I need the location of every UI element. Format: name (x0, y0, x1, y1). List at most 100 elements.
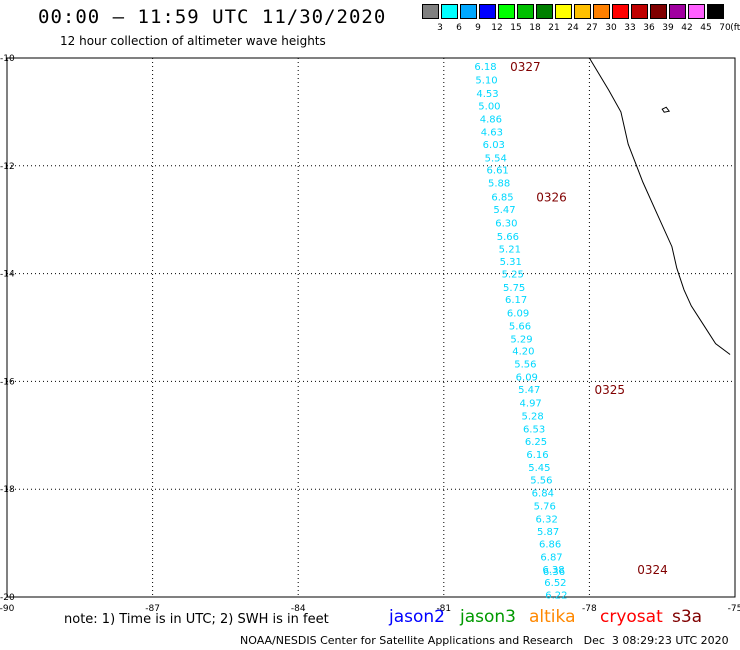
legend-swatch-45 (688, 4, 705, 19)
lat-tick-label: -20 (0, 593, 15, 603)
legend-swatch-12 (479, 4, 496, 19)
legend-swatch-3 (422, 4, 439, 19)
map-frame (6, 57, 736, 598)
wave-height-label: 6.52 (544, 578, 566, 589)
legend-swatch-15 (498, 4, 515, 19)
wave-height-label: 6.36 (543, 567, 565, 578)
wave-height-label: 5.21 (499, 244, 521, 255)
wave-height-label: 4.86 (480, 114, 502, 125)
lon-tick-label: -84 (291, 604, 306, 614)
legend-swatch-70 (707, 4, 724, 19)
wave-height-label: 4.97 (520, 398, 542, 409)
wave-height-label: 6.87 (540, 553, 562, 564)
lon-tick-label: -90 (0, 604, 15, 614)
legend-swatch-24 (555, 4, 572, 19)
legend-swatch-33 (612, 4, 629, 19)
legend-swatch-42 (669, 4, 686, 19)
wave-height-label: 5.54 (485, 154, 507, 165)
lat-tick-label: -14 (0, 270, 15, 280)
wave-height-label: 5.66 (509, 321, 531, 332)
legend-label-42: 42 (681, 23, 693, 33)
wave-height-label: 5.29 (510, 334, 532, 345)
legend-swatch-21 (536, 4, 553, 19)
wave-height-label: 5.88 (488, 179, 510, 190)
wave-height-label: 5.10 (475, 76, 497, 87)
legend-swatch-39 (650, 4, 667, 19)
legend-label-39: 39 (662, 23, 674, 33)
footer-note: note: 1) Time is in UTC; 2) SWH is in fe… (64, 612, 329, 627)
timestamp: Dec 3 08:29:23 UTC 2020 (583, 634, 729, 647)
legend-label-18: 18 (529, 23, 541, 33)
wave-height-label: 4.20 (512, 347, 534, 358)
satellite-s3a: s3a (672, 607, 703, 627)
legend-unit: (ft) (730, 23, 740, 33)
pass-time-label: 0325 (595, 383, 626, 397)
coastline (588, 57, 731, 355)
pass-time-label: 0326 (536, 191, 567, 205)
wave-height-label: 6.86 (539, 540, 561, 551)
lon-tick-label: -75 (728, 604, 740, 614)
credits-text: NOAA/NESDIS Center for Satellite Applica… (240, 634, 574, 647)
satellite-jason3: jason3 (460, 607, 516, 627)
wave-height-label: 5.28 (521, 411, 543, 422)
island (661, 106, 671, 113)
legend-swatch-30 (593, 4, 610, 19)
legend-swatch-36 (631, 4, 648, 19)
wave-height-label: 5.56 (514, 360, 536, 371)
legend-swatch-18 (517, 4, 534, 19)
map-title: 00:00 – 11:59 UTC 11/30/2020 (38, 6, 387, 28)
wave-height-label: 6.09 (516, 373, 538, 384)
legend-label-45: 45 (700, 23, 712, 33)
legend-label-6: 6 (456, 23, 462, 33)
wave-height-label: 5.45 (528, 463, 550, 474)
pass-time-label: 0327 (510, 60, 541, 74)
satellite-jason2: jason2 (389, 607, 445, 627)
wave-height-label: 6.03 (483, 140, 505, 151)
legend-label-70: 70 (719, 23, 731, 33)
legend-swatch-6 (441, 4, 458, 19)
legend-label-33: 33 (624, 23, 636, 33)
lon-tick-label: -78 (582, 604, 597, 614)
pass-time-label: 0324 (637, 563, 668, 577)
legend-label-30: 30 (605, 23, 617, 33)
wave-height-label: 6.16 (526, 450, 548, 461)
lat-tick-label: -18 (0, 485, 15, 495)
wave-height-label: 5.25 (502, 270, 524, 281)
wave-height-label: 6.25 (525, 437, 547, 448)
wave-height-label: 5.47 (518, 385, 540, 396)
wave-height-label: 5.31 (500, 257, 522, 268)
legend-label-27: 27 (586, 23, 598, 33)
wave-height-label: 5.66 (497, 232, 519, 243)
wave-height-label: 5.75 (503, 283, 525, 294)
wave-height-label: 6.30 (495, 218, 517, 229)
wave-height-label: 6.09 (507, 308, 529, 319)
legend-label-36: 36 (643, 23, 655, 33)
legend-label-24: 24 (567, 23, 579, 33)
lat-tick-label: -10 (0, 54, 15, 64)
wave-height-label: 6.38 (542, 565, 564, 576)
lat-tick-label: -12 (0, 162, 15, 172)
legend-label-15: 15 (510, 23, 522, 33)
wave-height-label: 6.17 (505, 295, 527, 306)
credits-line: NOAA/NESDIS Center for Satellite Applica… (240, 634, 729, 647)
wave-height-label: 5.56 (530, 475, 552, 486)
wave-height-label: 6.32 (536, 514, 558, 525)
wave-height-label: 5.00 (478, 101, 500, 112)
wave-height-label: 5.76 (534, 501, 556, 512)
lon-tick-label: -81 (436, 604, 451, 614)
wave-height-label: 6.61 (487, 166, 509, 177)
satellite-cryosat: cryosat (600, 607, 663, 627)
wave-height-label: 4.53 (476, 89, 498, 100)
wave-height-label: 5.87 (537, 527, 559, 538)
wave-height-label: 6.18 (474, 62, 496, 73)
lat-tick-label: -16 (0, 377, 15, 387)
map-subtitle: 12 hour collection of altimeter wave hei… (60, 34, 326, 48)
wave-height-label: 4.63 (481, 127, 503, 138)
lon-tick-label: -87 (145, 604, 160, 614)
wave-height-label: 6.84 (532, 488, 554, 499)
satellite-altika: altika (529, 607, 576, 627)
wave-height-label: 6.22 (545, 590, 567, 601)
wave-height-label: 5.47 (493, 205, 515, 216)
legend-swatch-9 (460, 4, 477, 19)
